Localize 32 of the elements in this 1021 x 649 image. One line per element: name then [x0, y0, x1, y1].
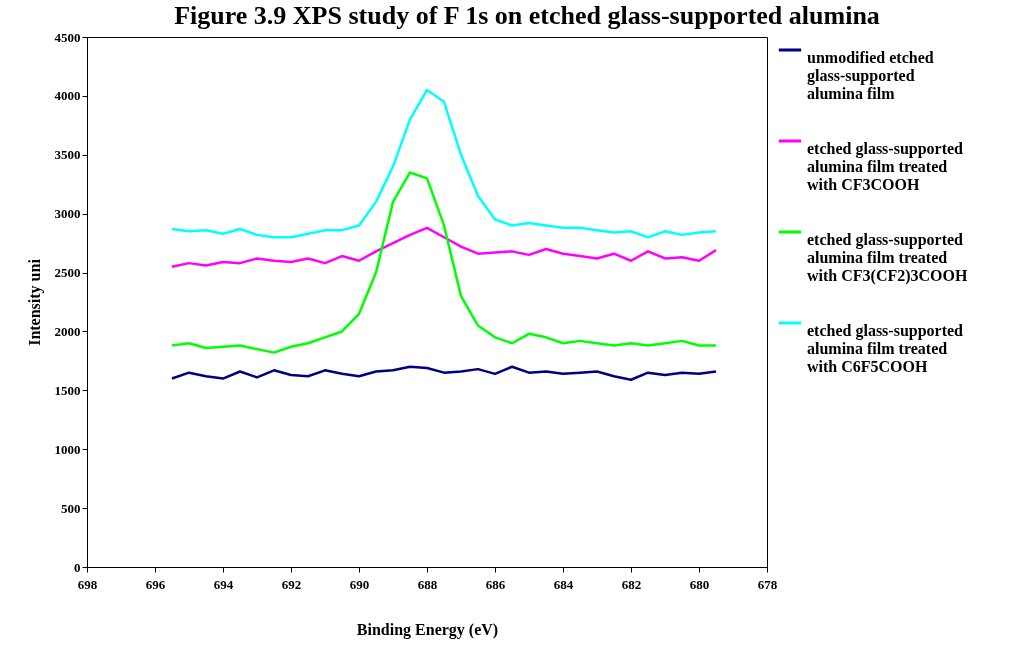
x-tick-label: 690: [349, 576, 370, 592]
x-tick-label: 696: [145, 576, 166, 592]
y-tick-label: 0: [74, 559, 81, 575]
x-tick-label: 682: [621, 576, 642, 592]
x-tick-label: 688: [417, 576, 438, 592]
x-tick-label: 692: [281, 576, 302, 592]
y-tick-label: 4000: [54, 88, 81, 104]
x-tick-label: 698: [77, 576, 98, 592]
y-tick-label: 2500: [54, 265, 81, 281]
y-tick-label: 1000: [54, 441, 81, 457]
x-tick-label: 686: [485, 576, 506, 592]
x-tick-label: 684: [553, 576, 574, 592]
x-tick-label: 678: [757, 576, 778, 592]
y-tick-label: 3000: [54, 206, 81, 222]
line-series: [170, 88, 718, 239]
x-axis-title: Binding Energy (eV): [356, 620, 499, 639]
y-axis-title: Intensity uni: [25, 258, 44, 346]
y-tick-label: 500: [61, 500, 81, 516]
legend-label: etched glass-supported alumina film treated with CF3(CF2)3COOH: [807, 231, 968, 285]
legend-label: etched glass-supported alumina film treated with C6F5COOH: [807, 322, 964, 375]
y-tick-label: 1500: [54, 382, 81, 398]
y-tick-label: 4500: [54, 29, 81, 45]
line-series: [170, 365, 718, 381]
x-tick-label: 694: [213, 576, 234, 592]
line-series: [170, 226, 718, 268]
y-tick-label: 3500: [54, 147, 81, 163]
line-series: [170, 171, 718, 354]
x-tick-label: 680: [689, 576, 710, 592]
legend-label: etched glass-supported alumina film treated with CF3COOH: [807, 140, 964, 193]
y-tick-label: 2000: [54, 323, 81, 339]
chart-title: Figure 3.9 XPS study of F 1s on etched glass-supported alumina: [174, 1, 880, 30]
legend-label: unmodified etched glass-supported alumina film: [807, 49, 934, 102]
